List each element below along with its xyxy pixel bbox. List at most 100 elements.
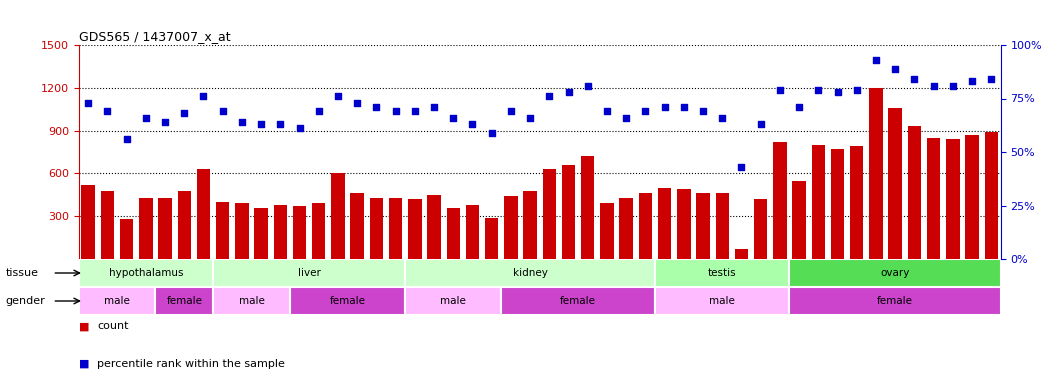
Bar [946, 139, 960, 259]
Text: percentile rank within the sample: percentile rank within the sample [97, 359, 285, 369]
Point [963, 78, 980, 84]
Bar [274, 205, 287, 259]
Bar [658, 188, 672, 259]
Bar [79, 287, 155, 315]
Point [291, 126, 308, 132]
Bar [735, 249, 748, 259]
Point [522, 115, 539, 121]
Bar [350, 194, 364, 259]
Point [387, 108, 403, 114]
Point [271, 121, 288, 127]
Bar [677, 189, 691, 259]
Text: testis: testis [708, 268, 737, 278]
Point [752, 121, 769, 127]
Text: female: female [877, 296, 913, 306]
Bar [754, 199, 767, 259]
Bar [213, 259, 406, 287]
Point [580, 82, 596, 88]
Text: ovary: ovary [880, 268, 910, 278]
Point [944, 82, 961, 88]
Point [425, 104, 442, 110]
Bar [501, 287, 655, 315]
Bar [331, 173, 345, 259]
Text: count: count [97, 321, 129, 331]
Point [464, 121, 481, 127]
Point [234, 119, 250, 125]
Point [868, 57, 885, 63]
Bar [79, 259, 213, 287]
Bar [850, 146, 864, 259]
Bar [255, 208, 268, 259]
Point [925, 82, 942, 88]
Bar [601, 203, 614, 259]
Point [598, 108, 615, 114]
Bar [155, 287, 213, 315]
Bar [789, 287, 1001, 315]
Bar [811, 145, 825, 259]
Text: kidney: kidney [512, 268, 547, 278]
Text: female: female [560, 296, 596, 306]
Bar [312, 203, 326, 259]
Point [810, 87, 827, 93]
Point [99, 108, 115, 114]
Point [137, 115, 154, 121]
Bar [406, 259, 655, 287]
Text: male: male [709, 296, 736, 306]
Point [617, 115, 634, 121]
Bar [773, 142, 787, 259]
Bar [889, 108, 902, 259]
Point [983, 76, 1000, 82]
Bar [406, 287, 501, 315]
Bar [831, 149, 845, 259]
Bar [177, 190, 191, 259]
Point [541, 93, 558, 99]
Bar [562, 165, 575, 259]
Text: female: female [329, 296, 366, 306]
Bar [716, 194, 729, 259]
Point [695, 108, 712, 114]
Bar [197, 169, 211, 259]
Point [502, 108, 519, 114]
Bar [428, 195, 441, 259]
Text: female: female [167, 296, 202, 306]
Bar [290, 287, 406, 315]
Bar [696, 194, 709, 259]
Bar [638, 194, 652, 259]
Point [253, 121, 269, 127]
Text: liver: liver [298, 268, 321, 278]
Point [790, 104, 807, 110]
Bar [504, 196, 518, 259]
Bar [908, 126, 921, 259]
Bar [965, 135, 979, 259]
Bar [655, 287, 789, 315]
Point [407, 108, 423, 114]
Bar [216, 202, 230, 259]
Point [368, 104, 385, 110]
Point [905, 76, 922, 82]
Point [637, 108, 654, 114]
Bar [792, 180, 806, 259]
Bar [158, 198, 172, 259]
Text: ■: ■ [79, 359, 89, 369]
Bar [581, 156, 594, 259]
Text: gender: gender [5, 296, 45, 306]
Point [675, 104, 692, 110]
Point [310, 108, 327, 114]
Bar [82, 185, 95, 259]
Point [176, 111, 193, 117]
Bar [523, 190, 537, 259]
Bar [292, 206, 306, 259]
Bar [370, 198, 384, 259]
Point [560, 89, 576, 95]
Bar [446, 208, 460, 259]
Bar [235, 203, 248, 259]
Bar [408, 199, 421, 259]
Point [118, 136, 135, 142]
Bar [119, 219, 133, 259]
Point [483, 130, 500, 136]
Point [329, 93, 346, 99]
Bar [655, 259, 789, 287]
Point [887, 66, 903, 72]
Point [733, 164, 749, 170]
Bar [389, 198, 402, 259]
